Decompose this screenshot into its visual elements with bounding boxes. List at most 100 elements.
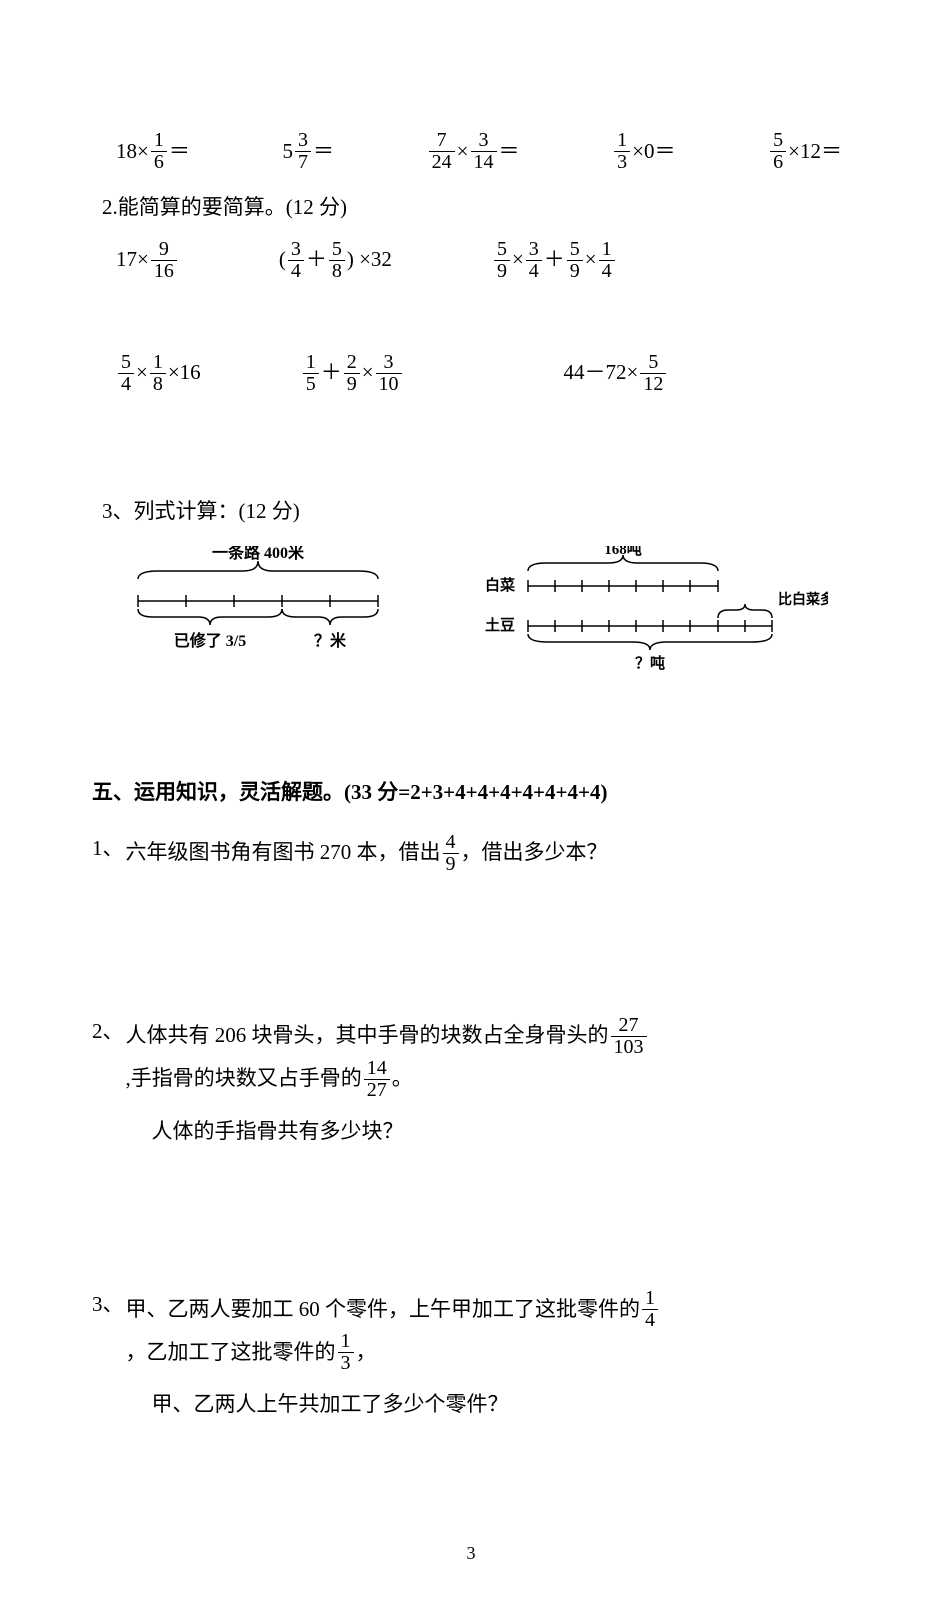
- text: ，乙加工了这批零件的: [126, 1336, 336, 1370]
- numer: 14: [364, 1058, 390, 1079]
- expr-5: 5 6 × 12 ＝: [768, 130, 842, 173]
- denom: 16: [151, 260, 177, 282]
- fraction: 3 7: [295, 130, 311, 173]
- fraction: 1 5: [303, 352, 319, 395]
- expr-1: 18 × 1 6 ＝: [116, 130, 190, 173]
- denom: 4: [118, 373, 134, 395]
- fraction: 1 3: [614, 130, 630, 173]
- expr-2: ( 3 4 ＋ 5 8 ) ×32: [279, 239, 392, 282]
- expr-3: 44－72× 5 12: [564, 352, 669, 395]
- expr-1: 17× 9 16: [116, 239, 179, 282]
- fraction: 3 4: [288, 239, 304, 282]
- text: 甲、乙两人要加工 60 个零件，上午甲加工了这批零件的: [126, 1293, 641, 1327]
- denom: 24: [429, 151, 455, 173]
- page: 18 × 1 6 ＝ 5 3 7 ＝ 7 24 × 3 14: [0, 0, 942, 1608]
- text: ＋: [544, 243, 565, 277]
- fraction: 2 9: [344, 352, 360, 395]
- text: ×: [585, 243, 597, 277]
- denom: 6: [770, 151, 786, 173]
- numer: 3: [381, 352, 397, 373]
- numer: 5: [329, 239, 345, 260]
- denom: 5: [303, 373, 319, 395]
- text: ×: [512, 243, 524, 277]
- diagram-road-left: 已修了 3/5: [174, 631, 246, 650]
- diagram-road: 一条路 400米 已修了 3/5 ？米: [128, 546, 388, 666]
- problem-1: 1、 六年级图书角有图书 270 本，借出 4 9 ，借出多少本？: [92, 832, 850, 875]
- text: ＋: [306, 243, 327, 277]
- numer: 1: [599, 239, 615, 260]
- diagrams-row: 一条路 400米 已修了 3/5 ？米: [92, 546, 850, 686]
- denom: 9: [344, 373, 360, 395]
- text: (: [279, 243, 286, 277]
- item-3-header: 3、列式计算：(12 分): [92, 495, 850, 529]
- denom: 3: [614, 151, 630, 173]
- subheader-2: 2.能简算的要简算。(12 分): [92, 191, 850, 225]
- equation-row-3: 5 4 × 1 8 ×16 1 5 ＋ 2 9 × 3 10: [92, 352, 850, 395]
- text: 5: [283, 135, 294, 169]
- numer: 1: [151, 130, 167, 151]
- diagram-road-right: ？米: [314, 631, 347, 650]
- text: ＋: [321, 356, 342, 390]
- numer: 1: [642, 1288, 658, 1309]
- diagram-veg-right: 比白菜多 2/7: [778, 591, 828, 608]
- numer: 5: [567, 239, 583, 260]
- denom: 9: [494, 260, 510, 282]
- diagram-veg-top: 168吨: [604, 546, 642, 558]
- numer: 9: [156, 239, 172, 260]
- fraction: 3 4: [526, 239, 542, 282]
- problem-2-line2: 人体的手指骨共有多少块？: [126, 1115, 851, 1149]
- numer: 2: [344, 352, 360, 373]
- text: ，: [356, 1336, 377, 1370]
- diagram-veg-tudou: 土豆: [485, 616, 515, 634]
- text: ，借出多少本？: [461, 836, 608, 870]
- fraction: 5 9: [494, 239, 510, 282]
- denom: 8: [150, 373, 166, 395]
- expr-3: 7 24 × 3 14 ＝: [427, 130, 520, 173]
- expr-3: 5 9 × 3 4 ＋ 5 9 × 1 4: [492, 239, 617, 282]
- text: 。: [392, 1062, 413, 1096]
- text: ) ×32: [347, 243, 392, 277]
- numer: 5: [118, 352, 134, 373]
- denom: 7: [295, 151, 311, 173]
- fraction: 5 9: [567, 239, 583, 282]
- text: ×: [362, 356, 374, 390]
- text: 17×: [116, 243, 149, 277]
- fraction: 14 27: [364, 1058, 390, 1101]
- diagram-veg-baicai: 白菜: [485, 576, 515, 594]
- denom: 14: [471, 151, 497, 173]
- text: ,手指骨的块数又占手骨的: [126, 1062, 362, 1096]
- fraction: 1 6: [151, 130, 167, 173]
- text: 12: [800, 135, 821, 169]
- section-5-header: 五、运用知识，灵活解题。(33 分=2+3+4+4+4+4+4+4+4): [92, 776, 850, 810]
- denom: 4: [599, 260, 615, 282]
- text: 人体共有 206 块骨头，其中手骨的块数占全身骨头的: [126, 1019, 609, 1053]
- problem-3: 3、 甲、乙两人要加工 60 个零件，上午甲加工了这批零件的 1 4 ，乙加工了…: [92, 1288, 850, 1422]
- fraction: 5 4: [118, 352, 134, 395]
- diagram-vegetables: 168吨 白菜 土豆 比白菜多 2/7 ？吨: [468, 546, 828, 686]
- expr-4: 1 3 × 0 ＝: [612, 130, 675, 173]
- fraction: 27 103: [611, 1015, 647, 1058]
- denom: 9: [443, 853, 459, 875]
- fraction: 4 9: [443, 832, 459, 875]
- page-number: 3: [0, 1539, 942, 1568]
- numer: 5: [770, 130, 786, 151]
- text: ＝: [169, 135, 190, 169]
- numer: 1: [338, 1331, 354, 1352]
- problem-3-line2: 甲、乙两人上午共加工了多少个零件？: [126, 1388, 851, 1422]
- numer: 3: [288, 239, 304, 260]
- numer: 3: [526, 239, 542, 260]
- expr-2: 1 5 ＋ 2 9 × 3 10: [301, 352, 404, 395]
- numer: 7: [434, 130, 450, 151]
- text: ×: [137, 135, 149, 169]
- text: ×: [136, 356, 148, 390]
- numer: 5: [645, 352, 661, 373]
- denom: 27: [364, 1079, 390, 1101]
- text: ×16: [168, 356, 201, 390]
- numer: 3: [295, 130, 311, 151]
- denom: 4: [526, 260, 542, 282]
- text: ＝: [313, 135, 334, 169]
- text: ＝: [655, 135, 676, 169]
- numer: 1: [150, 352, 166, 373]
- fraction: 5 8: [329, 239, 345, 282]
- numer: 5: [494, 239, 510, 260]
